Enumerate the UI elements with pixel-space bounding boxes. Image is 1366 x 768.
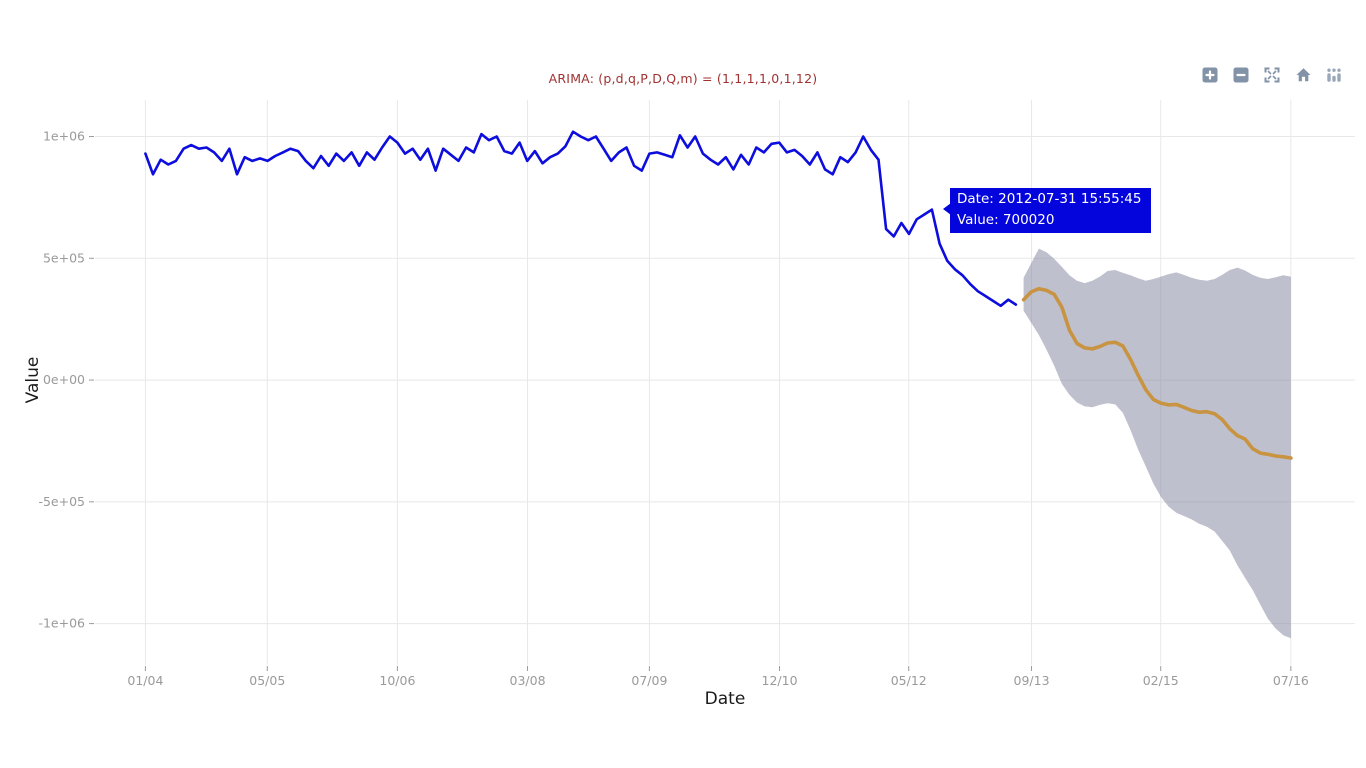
x-tick-label: 07/16 (1273, 673, 1309, 688)
zoom-out-icon (1233, 67, 1249, 83)
confidence-band (1023, 248, 1291, 639)
tooltip-value-line: Value: 700020 (957, 211, 1055, 228)
home-icon (1296, 68, 1310, 82)
x-tick-label: 02/15 (1143, 673, 1179, 688)
y-tick-label: 1e+06 (43, 129, 85, 144)
zoom-in-icon (1202, 67, 1218, 83)
y-axis-title: Value (23, 356, 43, 404)
x-tick-label: 05/05 (249, 673, 285, 688)
x-tick-label: 10/06 (379, 673, 415, 688)
y-tick-label: 5e+05 (43, 250, 85, 265)
axis-ticks: 1e+06 5e+05 0e+00 -5e+05 -1e+06 01/04 05/05 10/… (38, 129, 1308, 688)
x-axis-title: Date (704, 689, 746, 709)
autoscale-button[interactable] (1260, 64, 1284, 86)
autoscale-icon (1264, 67, 1280, 83)
zoom-out-button[interactable] (1229, 64, 1253, 86)
reset-axes-home-button[interactable] (1291, 64, 1315, 86)
x-tick-label: 01/04 (127, 673, 163, 688)
tooltip-date-line: Date: 2012-07-31 15:55:45 (957, 191, 1142, 207)
x-tick-label: 09/13 (1014, 673, 1050, 688)
x-tick-label: 05/12 (891, 673, 927, 688)
y-tick-label: -1e+06 (38, 616, 85, 631)
y-tick-label: 0e+00 (43, 372, 85, 387)
forecast-series-line (1021, 286, 1293, 460)
tooltip-arrow (943, 203, 951, 215)
observed-series-line (144, 130, 1018, 308)
x-tick-label: 03/08 (510, 673, 546, 688)
chart-title: ARIMA: (p,d,q,P,D,Q,m) = (1,1,1,1,0,1,12… (548, 71, 818, 86)
x-tick-label: 12/10 (762, 673, 798, 688)
plotly-modebar (1198, 64, 1346, 86)
plotly-logo-button[interactable] (1322, 64, 1346, 86)
plotly-logo-icon (1327, 68, 1341, 82)
x-tick-label: 07/09 (631, 673, 667, 688)
hover-tooltip: Date: 2012-07-31 15:55:45 Value: 700020 (943, 188, 1151, 233)
zoom-in-button[interactable] (1198, 64, 1222, 86)
y-tick-label: -5e+05 (38, 494, 85, 509)
